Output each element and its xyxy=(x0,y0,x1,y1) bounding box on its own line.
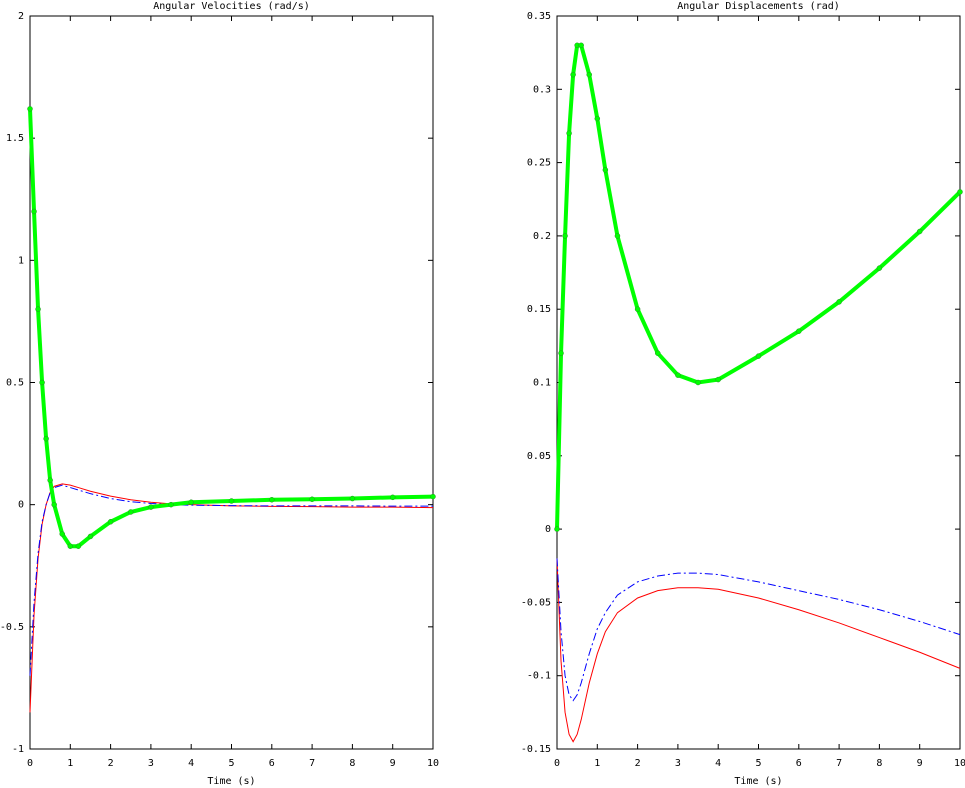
x-tick-label: 2 xyxy=(635,758,641,769)
x-tick-label: 5 xyxy=(228,758,234,769)
data-point xyxy=(916,228,923,235)
data-point xyxy=(228,498,235,504)
y-tick-label: 0.3 xyxy=(533,84,551,95)
data-point xyxy=(188,499,194,505)
y-tick-label: 1.5 xyxy=(6,133,24,144)
data-point xyxy=(430,493,436,500)
y-tick-label: 0.05 xyxy=(527,451,551,462)
x-axis-label: Time (s) xyxy=(207,776,255,787)
data-point xyxy=(39,379,45,386)
y-tick-label: 0.15 xyxy=(527,304,551,315)
x-tick-label: 7 xyxy=(309,758,315,769)
data-point xyxy=(148,504,154,510)
data-line xyxy=(28,108,434,549)
data-line xyxy=(555,43,962,530)
data-point xyxy=(349,495,356,502)
y-tick-label: 0.2 xyxy=(533,231,551,242)
data-point xyxy=(27,106,33,112)
plot-area xyxy=(556,15,961,750)
data-point xyxy=(43,435,49,442)
data-point xyxy=(128,509,134,515)
y-tick-label: 0.25 xyxy=(527,158,551,169)
chart-title: Angular Velocities (rad/s) xyxy=(153,1,310,12)
x-tick-label: 3 xyxy=(675,758,681,769)
data-point xyxy=(570,71,576,78)
data-point xyxy=(655,350,661,356)
data-point xyxy=(675,372,681,378)
data-line xyxy=(29,484,433,676)
x-tick-label: 2 xyxy=(108,758,114,769)
data-point xyxy=(47,477,53,483)
data-point xyxy=(31,208,37,215)
data-point xyxy=(755,353,762,359)
y-tick-label: 1 xyxy=(18,255,24,266)
data-point xyxy=(695,379,701,386)
x-tick-label: 9 xyxy=(390,758,396,769)
data-point xyxy=(634,306,641,312)
data-point xyxy=(269,497,275,503)
data-point xyxy=(594,115,601,122)
x-tick-label: 10 xyxy=(954,758,965,769)
data-point xyxy=(51,501,57,508)
data-point xyxy=(309,496,315,503)
data-point xyxy=(796,328,802,334)
x-tick-label: 6 xyxy=(796,758,802,769)
y-tick-label: 0.5 xyxy=(6,378,24,389)
data-point xyxy=(558,350,564,356)
y-tick-label: 0.35 xyxy=(527,11,551,22)
data-point xyxy=(389,494,396,501)
x-tick-label: 4 xyxy=(188,758,194,769)
x-tick-label: 3 xyxy=(148,758,154,769)
y-tick-label: 0 xyxy=(545,524,551,535)
data-point xyxy=(67,543,74,549)
data-point xyxy=(957,189,963,195)
x-tick-label: 1 xyxy=(594,758,600,769)
x-tick-label: 10 xyxy=(427,758,439,769)
x-tick-label: 8 xyxy=(349,758,355,769)
data-point xyxy=(168,501,174,508)
y-tick-label: -0.1 xyxy=(527,671,551,682)
data-point xyxy=(715,376,721,383)
data-point xyxy=(107,519,114,525)
data-point xyxy=(75,543,82,549)
data-point xyxy=(566,130,572,137)
data-point xyxy=(59,531,65,537)
chart-title: Angular Displacements (rad) xyxy=(677,1,840,12)
x-tick-label: 9 xyxy=(917,758,923,769)
data-line xyxy=(556,558,961,743)
x-tick-label: 0 xyxy=(27,758,33,769)
data-point xyxy=(836,299,842,305)
data-point xyxy=(554,526,560,532)
y-tick-label: 0 xyxy=(18,500,24,511)
data-point xyxy=(578,42,584,49)
y-tick-label: 0.1 xyxy=(533,378,551,389)
data-point xyxy=(562,233,568,239)
x-tick-label: 0 xyxy=(554,758,560,769)
y-tick-label: -0.5 xyxy=(0,622,24,633)
plot-area xyxy=(29,15,434,750)
y-tick-label: -0.05 xyxy=(521,597,551,608)
y-tick-label: -1 xyxy=(12,744,24,755)
data-point xyxy=(614,233,621,239)
y-tick-label: -0.15 xyxy=(521,744,551,755)
x-tick-label: 4 xyxy=(715,758,721,769)
x-axis-label: Time (s) xyxy=(734,776,782,787)
x-tick-label: 5 xyxy=(755,758,761,769)
data-point xyxy=(586,71,592,78)
y-tick-label: 2 xyxy=(18,11,24,22)
data-point xyxy=(35,306,41,312)
data-point xyxy=(876,265,883,271)
x-tick-label: 8 xyxy=(876,758,882,769)
data-point xyxy=(87,533,94,540)
data-point xyxy=(602,167,609,173)
data-line xyxy=(556,558,961,702)
x-tick-label: 1 xyxy=(67,758,73,769)
x-tick-label: 6 xyxy=(269,758,275,769)
x-tick-label: 7 xyxy=(836,758,842,769)
